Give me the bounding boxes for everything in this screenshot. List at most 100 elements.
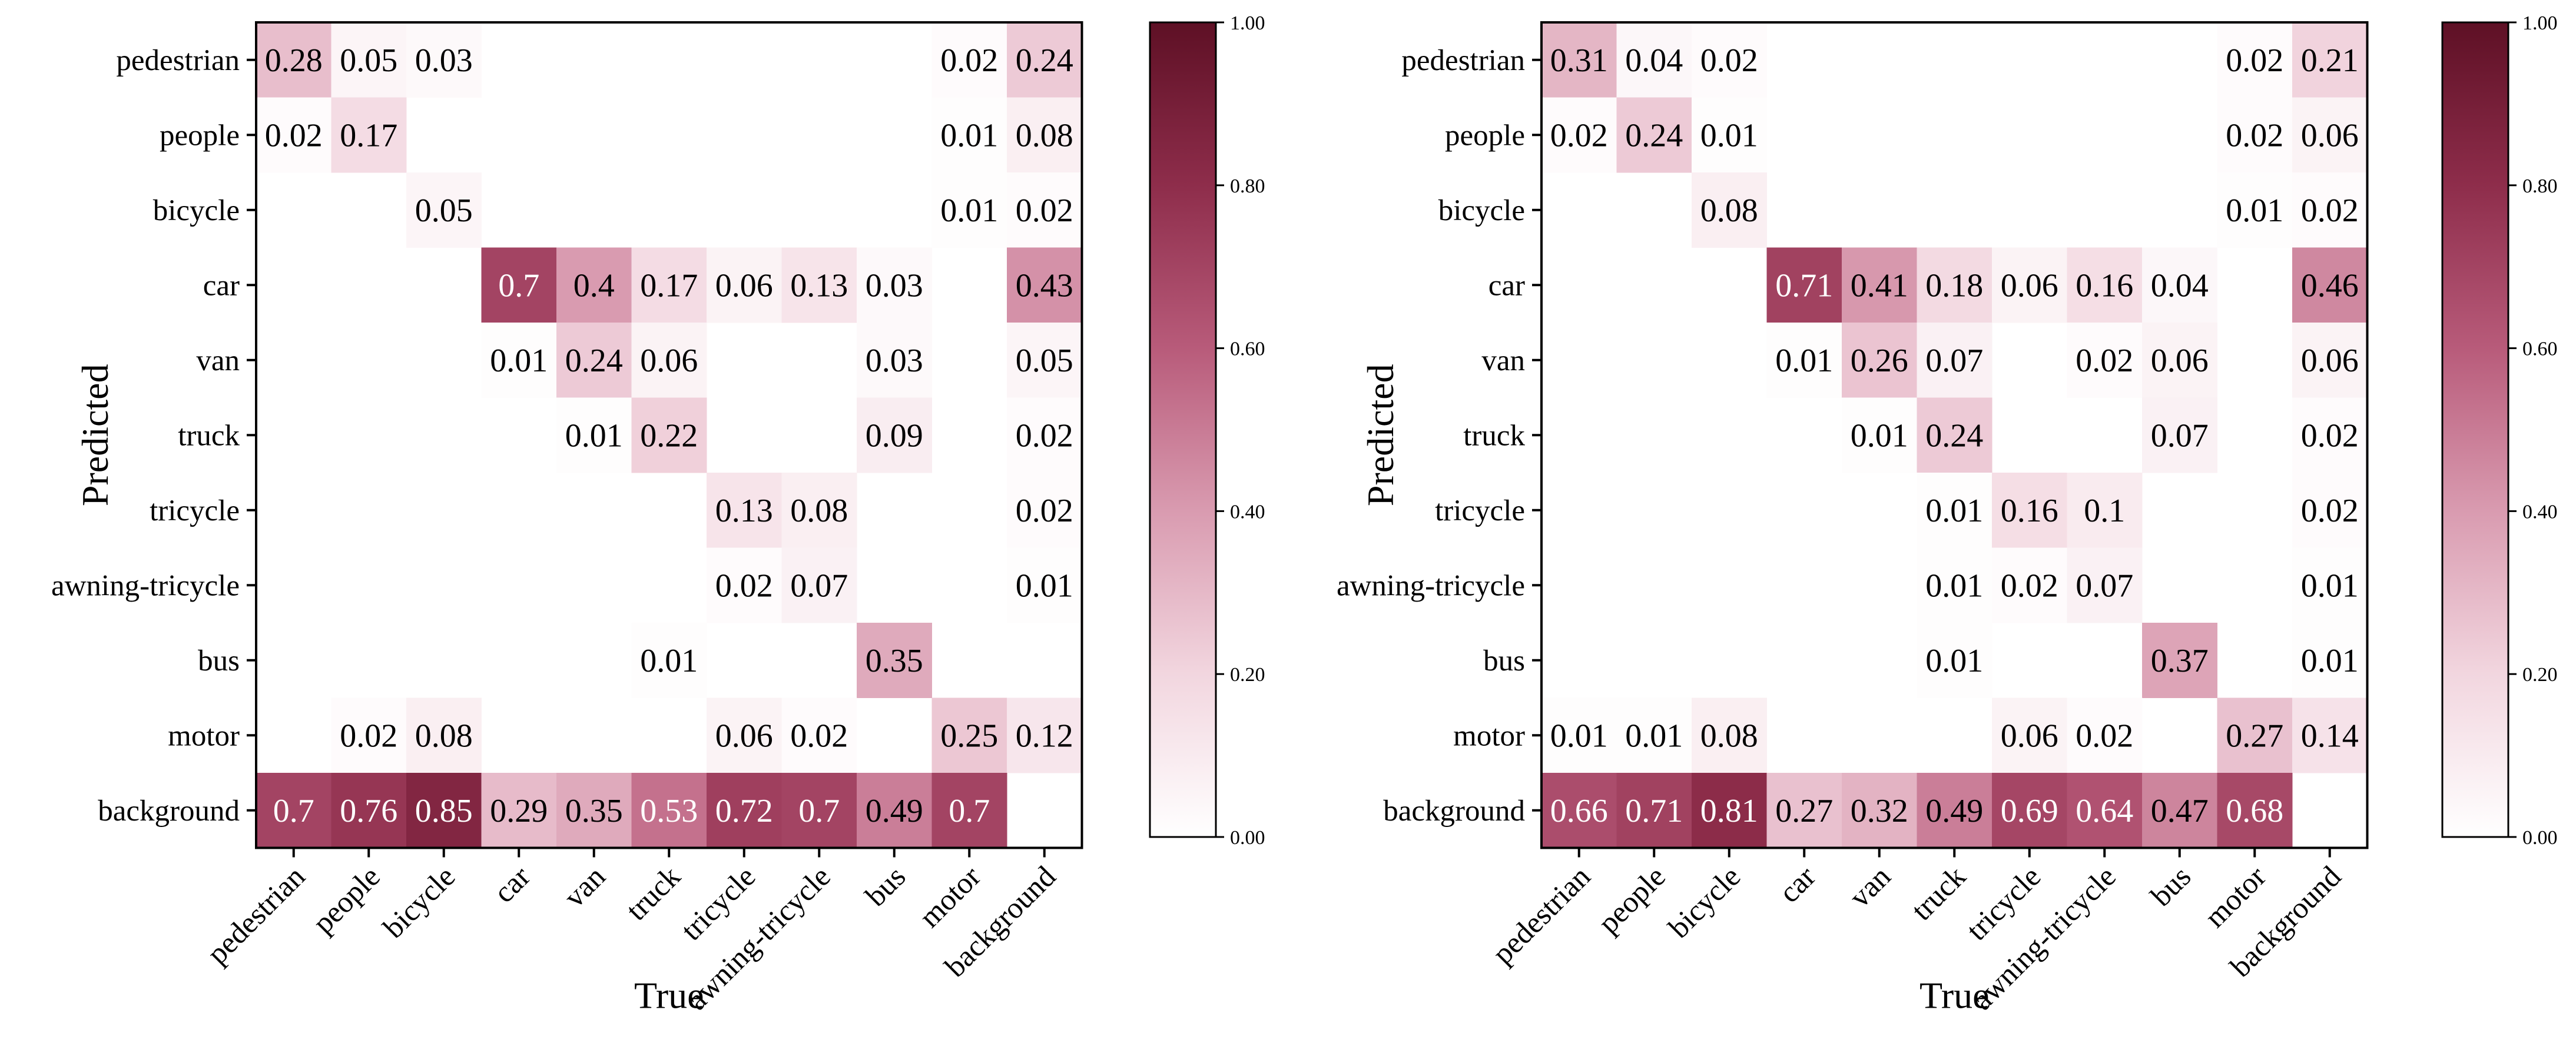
heatmap-cell-background-truck xyxy=(631,773,707,848)
cell-value-label: 0.02 xyxy=(2301,493,2359,529)
heatmap-cell-motor-awning-tricycle xyxy=(781,697,857,773)
cell-value-label: 0.08 xyxy=(790,493,848,529)
heatmap-cell-awning-tricycle-truck xyxy=(1917,547,1992,623)
heatmap-cell-pedestrian-pedestrian xyxy=(256,22,331,98)
cell-value-label: 0.14 xyxy=(2301,717,2359,754)
cell-value-label: 0.02 xyxy=(790,717,848,754)
heatmap-cell-van-van xyxy=(1842,323,1917,398)
heatmap-cell-bus-background xyxy=(2292,623,2368,698)
cell-value-label: 0.01 xyxy=(2301,567,2359,604)
cell-value-label: 0.05 xyxy=(340,42,397,79)
heatmap-cell-truck-van xyxy=(556,397,632,473)
heatmap-cell-bus-bus xyxy=(857,623,932,698)
cell-value-label: 0.7 xyxy=(798,793,840,829)
heatmap-cell-car-van xyxy=(556,247,632,323)
heatmap-cell-background-car xyxy=(481,773,557,848)
cell-value-label: 0.69 xyxy=(2001,793,2058,829)
heatmap-cell-background-motor xyxy=(931,773,1007,848)
cell-value-label: 0.07 xyxy=(2151,417,2209,454)
cell-value-label: 0.02 xyxy=(1016,192,1073,229)
x-tick-label-bus: bus xyxy=(860,860,913,913)
heatmap-cell-van-van xyxy=(556,323,632,398)
heatmap-cell-bus-truck xyxy=(631,623,707,698)
heatmap-cell-car-awning-tricycle xyxy=(781,247,857,323)
cell-value-label: 0.02 xyxy=(1700,42,1758,79)
colorbar-tick-label: 0.40 xyxy=(2522,501,2558,523)
heatmap-cell-car-bus xyxy=(2142,247,2217,323)
cell-value-label: 0.02 xyxy=(265,117,323,154)
heatmap-cell-pedestrian-people xyxy=(331,22,407,98)
x-tick-label-pedestrian: pedestrian xyxy=(201,860,311,971)
cell-value-label: 0.09 xyxy=(866,417,923,454)
x-tick-label-bicycle: bicycle xyxy=(1663,860,1748,945)
cell-value-label: 0.81 xyxy=(1700,793,1758,829)
cell-value-label: 0.01 xyxy=(1700,117,1758,154)
heatmap-cell-background-people xyxy=(1616,773,1692,848)
cell-value-label: 0.24 xyxy=(1925,417,1983,454)
heatmap-cell-bus-bus xyxy=(2142,623,2217,698)
heatmap-cell-people-motor xyxy=(2217,97,2293,173)
heatmap-cell-motor-people xyxy=(1616,697,1692,773)
y-tick-label-motor: motor xyxy=(168,719,240,752)
cell-value-label: 0.02 xyxy=(2301,192,2359,229)
heatmap-cell-van-background xyxy=(1007,323,1082,398)
cell-value-label: 0.02 xyxy=(340,717,397,754)
cell-value-label: 0.08 xyxy=(415,717,473,754)
heatmap-cell-background-people xyxy=(331,773,407,848)
cell-value-label: 0.12 xyxy=(1016,717,1073,754)
heatmap-cell-truck-background xyxy=(2292,397,2368,473)
colorbar-tick-label: 0.20 xyxy=(2522,664,2558,686)
cell-value-label: 0.71 xyxy=(1775,267,1833,304)
cell-value-label: 0.1 xyxy=(2084,493,2125,529)
heatmap-cell-awning-tricycle-background xyxy=(2292,547,2368,623)
y-tick-label-bicycle: bicycle xyxy=(1438,194,1525,227)
cell-value-label: 0.41 xyxy=(1851,267,1908,304)
heatmap-cell-pedestrian-bicycle xyxy=(406,22,482,98)
heatmap-cell-people-background xyxy=(2292,97,2368,173)
colorbar-tick-label: 1.00 xyxy=(2522,12,2558,34)
cell-value-label: 0.08 xyxy=(1700,192,1758,229)
cell-value-label: 0.06 xyxy=(2301,117,2359,154)
heatmap-cell-car-background xyxy=(2292,247,2368,323)
heatmap-cell-pedestrian-pedestrian xyxy=(1541,22,1617,98)
heatmap-cell-background-bus xyxy=(857,773,932,848)
y-tick-label-truck: truck xyxy=(1463,419,1525,452)
cell-value-label: 0.02 xyxy=(2001,567,2058,604)
heatmap-cell-people-background xyxy=(1007,97,1082,173)
cell-value-label: 0.27 xyxy=(1775,793,1833,829)
cell-value-label: 0.02 xyxy=(1016,493,1073,529)
cell-value-label: 0.76 xyxy=(340,793,397,829)
heatmap-cell-awning-tricycle-awning-tricycle xyxy=(781,547,857,623)
heatmap-cell-car-car xyxy=(481,247,557,323)
cell-value-label: 0.02 xyxy=(715,567,773,604)
cell-value-label: 0.32 xyxy=(1851,793,1908,829)
heatmap-cell-bicycle-motor xyxy=(2217,172,2293,248)
colorbar-tick-label: 0.20 xyxy=(1230,664,1265,686)
heatmap-cell-awning-tricycle-tricycle xyxy=(1992,547,2067,623)
heatmap-cell-pedestrian-bicycle xyxy=(1692,22,1767,98)
heatmap-cell-truck-background xyxy=(1007,397,1082,473)
cell-value-label: 0.7 xyxy=(498,267,539,304)
heatmap-cell-bicycle-motor xyxy=(931,172,1007,248)
y-tick-label-tricycle: tricycle xyxy=(1435,494,1525,527)
x-tick-label-pedestrian: pedestrian xyxy=(1486,860,1597,971)
cell-value-label: 0.64 xyxy=(2076,793,2133,829)
heatmap-cell-van-truck xyxy=(631,323,707,398)
heatmap-cell-motor-people xyxy=(331,697,407,773)
x-tick-label-bicycle: bicycle xyxy=(377,860,462,945)
heatmap-cell-car-truck xyxy=(1917,247,1992,323)
x-tick-label-van: van xyxy=(1844,860,1898,914)
heatmap-cell-van-truck xyxy=(1917,323,1992,398)
y-tick-label-pedestrian: pedestrian xyxy=(116,44,240,77)
cell-value-label: 0.06 xyxy=(2001,717,2058,754)
heatmap-cell-people-motor xyxy=(931,97,1007,173)
cell-value-label: 0.7 xyxy=(273,793,314,829)
confusion-matrix-right: 0.31 0.04 0.02 0.02 0.21 0.02 0.24 0.01 0.02 0.06… xyxy=(1337,12,2558,1017)
heatmap-cell-background-bus xyxy=(2142,773,2217,848)
cell-value-label: 0.01 xyxy=(640,643,698,679)
x-axis-label: True xyxy=(634,975,704,1017)
y-tick-label-pedestrian: pedestrian xyxy=(1401,44,1525,77)
cell-value-label: 0.4 xyxy=(573,267,615,304)
cell-value-label: 0.24 xyxy=(1016,42,1073,79)
heatmap-cell-people-pedestrian xyxy=(256,97,331,173)
